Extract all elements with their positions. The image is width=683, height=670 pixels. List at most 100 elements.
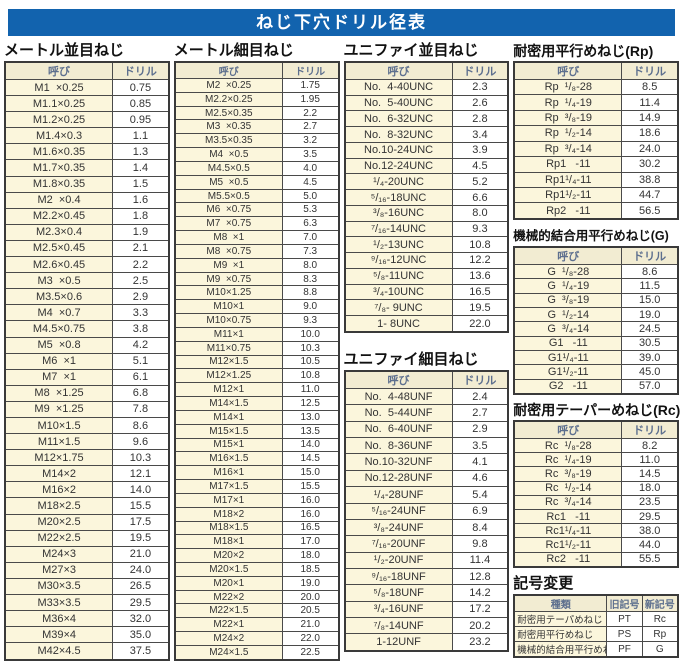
column-pipe-threads: 耐密用平行めねじ(Rp) 呼び ドリル Rp ¹/₈-28 8.5 Rp ¹/₄-19 1… (513, 41, 680, 661)
drill-value-cell: 55.5 (621, 551, 679, 568)
unified-fine-table: 呼び ドリル No. 4-48UNF 2.4 No. 5-44UNF 2.7 No. 6-4… (343, 370, 510, 652)
drill-value-cell: 10.8 (451, 236, 509, 254)
thread-name-cell: ³/₈-24UNF (344, 518, 453, 537)
table-row: ⁷/₈- 9UNC 19.5 (344, 299, 509, 317)
drill-value-cell: 11.0 (281, 382, 340, 398)
thread-name-cell: M10×1.25 (174, 285, 283, 301)
drill-value-cell: 44.7 (621, 186, 679, 204)
drill-value-cell: 8.3 (281, 271, 340, 287)
table-row: 耐密用平行めねじ PS Rp (513, 626, 679, 642)
column-metric-coarse: メートル並目ねじ 呼び ドリル M1 ×0.25 0.75 M1.1×0.25 0.85 M… (4, 41, 170, 661)
g-table: 呼び ドリル G ¹/₈-28 8.6 G ¹/₄-19 11.5 G ³/₈-19 15.0… (513, 246, 679, 395)
drill-value-cell: 9.3 (281, 313, 340, 328)
table-row: M2.5×0.45 2.1 (4, 239, 170, 258)
thread-name-cell: M4 ×0.7 (4, 304, 114, 322)
drill-value-cell: 18.6 (621, 125, 679, 142)
drill-value-cell: 2.2 (281, 105, 340, 121)
thread-name-cell: Rc ¹/₂-14 (513, 480, 623, 496)
thread-name-cell: No. 4-48UNF (344, 387, 453, 406)
drill-value-cell: 57.0 (621, 378, 679, 395)
thread-name-cell: M2.5×0.45 (4, 239, 114, 258)
drill-value-cell: 12.1 (112, 465, 170, 483)
thread-name-cell: M5 ×0.8 (4, 336, 114, 354)
drill-value-cell: 16.0 (281, 492, 340, 508)
thread-name-cell: M2 ×0.4 (4, 191, 114, 209)
drill-value-cell: 29.5 (621, 509, 679, 525)
table-row: M1.8×0.35 1.5 (4, 175, 170, 193)
drill-value-cell: 22.5 (281, 644, 340, 661)
table-row: M4.5×0.5 4.0 (174, 160, 340, 176)
thread-name-cell: M30×3.5 (4, 577, 114, 596)
thread-name-cell: M11×1.5 (4, 433, 114, 451)
drill-value-cell: 45.0 (621, 364, 679, 380)
table-row: M15×1 14.0 (174, 437, 340, 453)
drill-value-cell: 0.75 (112, 78, 170, 97)
thread-name-cell: M10×1.5 (4, 416, 114, 435)
header-row: 呼び ドリル (513, 246, 679, 265)
table-row: M2.3×0.4 1.9 (4, 223, 170, 241)
table-row: ⁹/₁₆-12UNC 12.2 (344, 252, 509, 269)
drill-value-cell: 39.0 (621, 349, 679, 366)
table-row: 機械的結合用平行めねじPFG (513, 641, 679, 658)
thread-name-cell: M18×2.5 (4, 497, 114, 515)
table-row: M3 ×0.5 2.5 (4, 272, 170, 290)
table-row: Rc1¹/₂-11 44.0 (513, 537, 679, 553)
table-row: ⁷/₁₆-20UNF 9.8 (344, 535, 509, 553)
table-row: M8 ×0.75 7.3 (174, 243, 340, 259)
thread-name-cell: M1 ×0.25 (4, 78, 114, 97)
table-row: M16×1 15.0 (174, 465, 340, 481)
table-row: M9 ×1 8.0 (174, 257, 340, 273)
thread-name-cell: M7 ×0.75 (174, 216, 283, 232)
drill-value-cell: 12.8 (451, 567, 509, 586)
table-row: M1 ×0.25 0.75 (4, 78, 170, 97)
thread-name-cell: No.12-28UNF (344, 469, 453, 488)
table-row: M22×1 21.0 (174, 617, 340, 633)
table-row: G ¹/₂-14 19.0 (513, 306, 679, 323)
table-row: G ¹/₈-28 8.6 (513, 263, 679, 280)
drill-value-cell: 13.5 (281, 423, 340, 439)
thread-name-cell: M15×1.5 (174, 423, 283, 439)
thread-name-cell: M11×0.75 (174, 340, 283, 356)
thread-name-cell: Rp1¹/₄-11 (513, 171, 623, 188)
thread-name-cell: ⁷/₈-14UNF (344, 617, 453, 635)
thread-name-cell: ¹/₄-20UNC (344, 173, 453, 191)
drill-value-cell: 15.0 (621, 292, 679, 308)
drill-value-cell: 4.6 (451, 469, 509, 488)
table-row: G2 -11 57.0 (513, 378, 679, 395)
table-row: 1- 8UNC 22.0 (344, 315, 509, 333)
table-row: M2.6×0.45 2.2 (4, 256, 170, 274)
column-header: ドリル (621, 420, 679, 439)
page-title: ねじ下穴ドリル径表 (8, 9, 675, 36)
drill-value-cell: 9.8 (451, 535, 509, 553)
drill-value-cell: 17.5 (112, 513, 170, 531)
thread-name-cell: M8 ×1.25 (4, 384, 114, 402)
drill-value-cell: 8.6 (621, 263, 679, 280)
drill-value-cell: 12.2 (451, 252, 509, 269)
drill-value-cell: 4.5 (451, 157, 509, 175)
thread-name-cell: M22×2 (174, 589, 283, 605)
table-row: M8 ×1.25 6.8 (4, 384, 170, 402)
table-row: ⁷/₁₆-14UNC 9.3 (344, 220, 509, 238)
drill-value-cell: 4.2 (112, 336, 170, 354)
table-row: M5 ×0.8 4.2 (4, 336, 170, 354)
table-row: M3.5×0.35 3.2 (174, 133, 340, 149)
drill-value-cell: 37.5 (112, 642, 170, 661)
table-row: ¹/₄-20UNC 5.2 (344, 173, 509, 191)
table-row: M3.5×0.6 2.9 (4, 288, 170, 306)
drill-value-cell: 3.2 (281, 133, 340, 149)
drill-value-cell: 26.5 (112, 577, 170, 596)
thread-name-cell: M1.1×0.25 (4, 95, 114, 113)
drill-value-cell: 1.6 (112, 191, 170, 209)
thread-name-cell: M1.4×0.3 (4, 127, 114, 145)
thread-name-cell: M20×1.5 (174, 561, 283, 577)
table-row: G1¹/₂-11 45.0 (513, 364, 679, 380)
metric-coarse-table: 呼び ドリル M1 ×0.25 0.75 M1.1×0.25 0.85 M1.2×0.25 0… (4, 61, 170, 661)
table-row: G1¹/₄-11 39.0 (513, 349, 679, 366)
thread-name-cell: Rp1¹/₂-11 (513, 186, 623, 204)
drill-value-cell: 2.7 (451, 404, 509, 422)
table-row: M20×2.5 17.5 (4, 513, 170, 531)
drill-value-cell: 14.2 (451, 584, 509, 602)
table-row: M18×2.5 15.5 (4, 497, 170, 515)
drill-value-cell: 6.9 (451, 502, 509, 520)
table-row: Rc ³/₄-14 23.5 (513, 494, 679, 511)
